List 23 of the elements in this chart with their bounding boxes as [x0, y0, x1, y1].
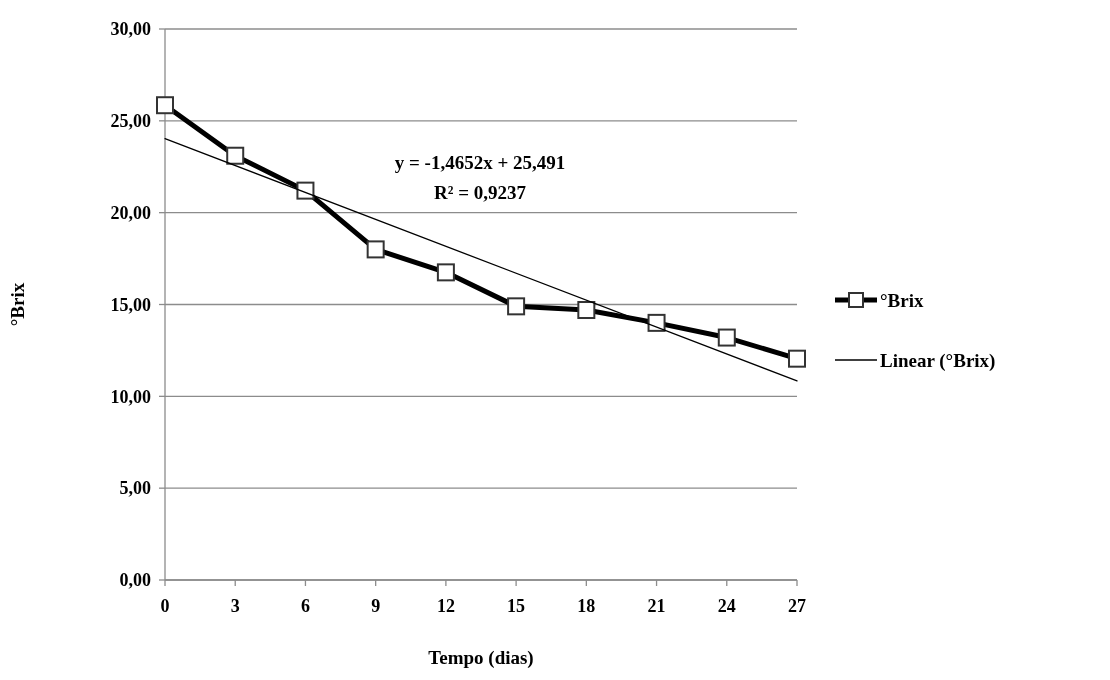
legend-label: °Brix: [880, 289, 924, 311]
y-tick-label: 10,00: [110, 386, 151, 407]
x-tick-label: 21: [647, 596, 666, 616]
y-tick-label: 0,00: [119, 570, 151, 591]
x-tick-label: 6: [300, 596, 310, 616]
legend-label: Linear (°Brix): [880, 349, 996, 372]
x-axis-title: Tempo (dias): [428, 647, 534, 669]
y-tick-label: 20,00: [110, 202, 151, 223]
x-tick-label: 12: [436, 596, 455, 616]
x-tick-label: 27: [788, 596, 806, 616]
y-tick-label: 5,00: [119, 478, 151, 499]
x-tick-label: 24: [717, 596, 736, 616]
y-tick-label: 25,00: [110, 111, 151, 132]
y-axis-title: °Brix: [7, 282, 28, 327]
annotation: R² = 0,9237: [434, 181, 527, 203]
x-tick-label: 15: [507, 596, 526, 616]
y-tick-label: 30,00: [110, 19, 151, 40]
x-tick-label: 9: [371, 596, 381, 616]
y-tick-label: 15,00: [110, 294, 151, 315]
x-tick-label: 18: [577, 596, 596, 616]
annotation: y = -1,4652x + 25,491: [394, 151, 566, 173]
x-tick-label: 0: [160, 596, 170, 616]
x-tick-label: 3: [230, 596, 240, 616]
